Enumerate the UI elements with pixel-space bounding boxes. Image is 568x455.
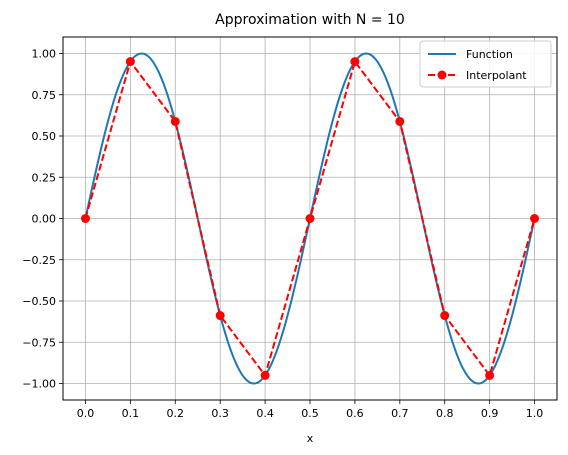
x-tick-label: 0.0 <box>77 407 95 420</box>
legend-label-function: Function <box>466 48 513 61</box>
interpolant-point <box>395 116 405 126</box>
interpolant-point <box>80 214 90 223</box>
interpolant-point <box>485 370 495 380</box>
series-layer <box>80 52 540 385</box>
y-tick-label: −1.00 <box>22 378 56 391</box>
legend: Function Interpolant <box>419 40 552 88</box>
legend-marker <box>437 70 447 80</box>
y-axis-ticks: −1.00 −0.75 −0.50 −0.25 0.00 0.25 0.50 0.75 1.00 <box>22 48 63 391</box>
interpolant-point <box>125 57 135 67</box>
interpolant-point <box>260 370 270 380</box>
interpolant-point <box>215 311 225 321</box>
x-tick-label: 0.1 <box>122 407 140 420</box>
legend-label-interpolant: Interpolant <box>466 69 527 82</box>
x-tick-label: 0.7 <box>391 407 409 420</box>
x-tick-label: 0.5 <box>301 407 319 420</box>
x-tick-label: 0.8 <box>436 407 454 420</box>
y-tick-label: 0.25 <box>32 171 57 184</box>
x-tick-label: 0.3 <box>211 407 229 420</box>
y-tick-label: 1.00 <box>32 48 57 61</box>
x-axis-ticks: 0.0 0.1 0.2 0.3 0.4 0.5 0.6 0.7 0.8 0.9 1.0 <box>77 400 544 420</box>
interpolant-point <box>170 116 180 126</box>
y-tick-label: −0.75 <box>22 336 56 349</box>
y-tick-label: 0.50 <box>32 130 57 143</box>
x-tick-label: 1.0 <box>526 407 544 420</box>
chart-title: Approximation with N = 10 <box>215 12 405 28</box>
x-tick-label: 0.2 <box>167 407 185 420</box>
grid <box>63 37 557 400</box>
x-axis-label: x <box>307 432 314 445</box>
y-tick-label: 0.75 <box>32 89 57 102</box>
y-tick-label: −0.50 <box>22 295 56 308</box>
interpolant-point <box>305 214 315 223</box>
interpolant-point <box>440 311 450 321</box>
y-tick-label: 0.00 <box>32 213 57 226</box>
x-tick-label: 0.9 <box>481 407 499 420</box>
x-tick-label: 0.4 <box>256 407 274 420</box>
x-tick-label: 0.6 <box>346 407 364 420</box>
y-tick-label: −0.25 <box>22 254 56 267</box>
interpolant-point <box>530 214 540 223</box>
interpolant-point <box>350 57 360 67</box>
